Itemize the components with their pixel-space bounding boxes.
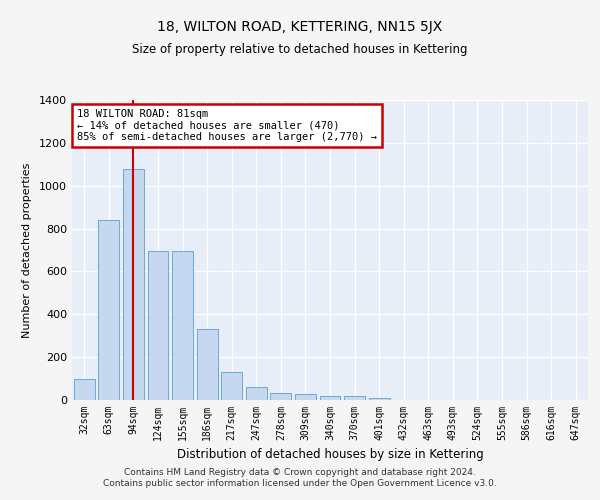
Bar (221, 372, 242, 400)
X-axis label: Distribution of detached houses by size in Kettering: Distribution of detached houses by size … (176, 448, 484, 462)
Bar (98, 220, 119, 400)
Text: 18 WILTON ROAD: 81sqm
← 14% of detached houses are smaller (470)
85% of semi-det: 18 WILTON ROAD: 81sqm ← 14% of detached … (77, 109, 377, 142)
Bar (295, 394, 316, 400)
Text: 18, WILTON ROAD, KETTERING, NN15 5JX: 18, WILTON ROAD, KETTERING, NN15 5JX (157, 20, 443, 34)
Bar (246, 387, 267, 400)
Bar (368, 398, 389, 400)
Bar (271, 392, 292, 400)
Text: Contains HM Land Registry data © Crown copyright and database right 2024.
Contai: Contains HM Land Registry data © Crown c… (103, 468, 497, 487)
Y-axis label: Number of detached properties: Number of detached properties (22, 162, 32, 338)
Bar (74, 378, 95, 400)
Bar (344, 396, 365, 400)
Bar (172, 251, 193, 400)
Bar (123, 168, 144, 400)
Bar (197, 330, 218, 400)
Bar (148, 251, 169, 400)
Bar (320, 396, 340, 400)
Text: Size of property relative to detached houses in Kettering: Size of property relative to detached ho… (132, 42, 468, 56)
